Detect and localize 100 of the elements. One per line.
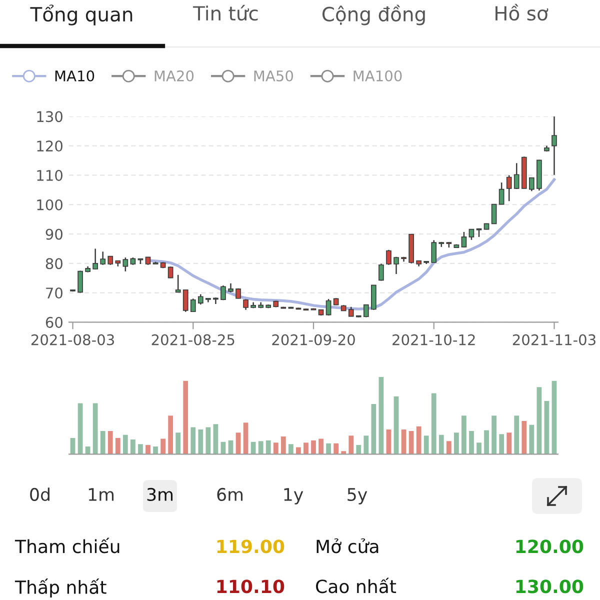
text: Tổng quan (30, 4, 132, 26)
text: 119.00 (217, 540, 284, 554)
bar (138, 444, 143, 454)
y-tick-label: 90 (46, 228, 62, 240)
bar (334, 443, 339, 454)
bar (536, 387, 542, 454)
bar (168, 416, 174, 454)
bar (529, 424, 534, 454)
bar (394, 396, 399, 454)
candlestick (100, 251, 106, 266)
bar (438, 434, 444, 454)
bar (424, 436, 429, 454)
bar (92, 403, 98, 454)
legend-label: MA10 (55, 70, 94, 82)
bar (273, 442, 278, 454)
candlestick (498, 182, 504, 206)
candlestick (363, 304, 369, 318)
x-tick-label: 2021-09-20 (272, 334, 355, 346)
text: 110.10 (217, 580, 284, 594)
text: Cộng đồng (322, 4, 425, 26)
bar (364, 436, 369, 454)
bar (258, 441, 264, 454)
y-tick-label: 80 (46, 258, 62, 270)
bar (416, 426, 422, 454)
text: Thấp nhất (14, 578, 106, 598)
text: 130.00 (516, 580, 584, 594)
bar (266, 440, 271, 454)
bar (552, 380, 557, 454)
bar (160, 438, 166, 454)
bar (476, 442, 482, 454)
candlestick (198, 294, 204, 306)
bar (454, 432, 459, 454)
bar (130, 440, 136, 454)
bar (146, 444, 150, 454)
legend-label: MA100 (354, 70, 402, 82)
legend-label: MA50 (254, 70, 294, 82)
bar (506, 432, 512, 454)
bar (484, 430, 489, 454)
candlestick (326, 298, 332, 316)
candlestick (175, 274, 181, 293)
text: 120.00 (516, 540, 584, 554)
text: Tham chiếu (14, 538, 120, 554)
candlestick (514, 162, 520, 190)
bar (371, 404, 376, 454)
x-tick-label: 2021-10-12 (392, 334, 475, 346)
text: Mở cửa (316, 538, 378, 554)
candlestick (182, 289, 188, 313)
x-tick-label: 2021-11-03 (512, 334, 596, 346)
text: Cao nhất (316, 578, 396, 594)
candlestick (431, 240, 437, 264)
text: 1m (88, 488, 114, 501)
candlestick (394, 256, 399, 275)
y-tick-label: 120 (37, 140, 62, 152)
bar (236, 432, 241, 454)
bar (108, 431, 113, 454)
bar (122, 434, 128, 454)
bar (183, 380, 188, 454)
candlestick (552, 116, 557, 176)
candlestick (461, 231, 467, 248)
bar (198, 430, 204, 454)
bar (311, 440, 316, 454)
text: 0d (30, 488, 50, 502)
bar (318, 438, 324, 454)
bar (206, 427, 211, 454)
bar (288, 444, 294, 454)
text: 6m (217, 488, 243, 502)
candlestick (190, 298, 196, 313)
candlestick (78, 270, 83, 294)
y-tick-label: 110 (37, 170, 62, 181)
candlestick (506, 174, 512, 202)
candlestick (92, 248, 98, 270)
bar (176, 432, 181, 454)
bar (213, 424, 218, 454)
bar (378, 377, 384, 454)
legend-label: MA20 (154, 70, 194, 82)
bar (492, 416, 496, 454)
bar (499, 434, 504, 454)
text: 3m (147, 488, 173, 502)
text: 1y (284, 488, 304, 504)
bar (431, 393, 436, 454)
bar (100, 431, 106, 454)
bar (348, 436, 354, 454)
bar (326, 443, 331, 454)
candlestick (378, 263, 384, 282)
candlestick (528, 176, 534, 192)
bar (514, 416, 520, 454)
bar (469, 431, 474, 454)
candlestick (386, 249, 392, 266)
candlestick (468, 228, 474, 241)
bar (85, 446, 90, 454)
bar (190, 427, 196, 454)
candlestick (491, 204, 497, 224)
candlestick (220, 284, 226, 301)
text: 5y (348, 488, 368, 504)
text: Tin tức (193, 4, 258, 21)
bar (356, 444, 362, 454)
y-tick-label: 100 (37, 199, 62, 210)
bar (243, 422, 248, 454)
candlestick (122, 256, 128, 272)
bar (280, 436, 286, 454)
